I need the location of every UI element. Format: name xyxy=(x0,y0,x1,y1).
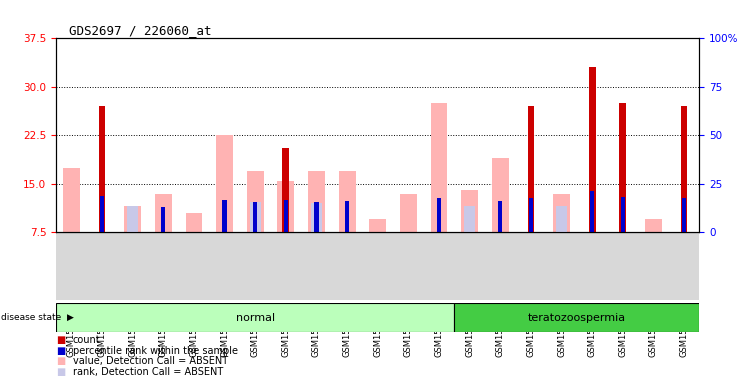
Bar xyxy=(339,171,355,232)
Text: count: count xyxy=(73,335,100,345)
Bar xyxy=(250,202,260,232)
Bar xyxy=(462,190,478,232)
Bar xyxy=(553,194,570,232)
Text: value, Detection Call = ABSENT: value, Detection Call = ABSENT xyxy=(73,356,227,366)
Bar xyxy=(619,103,626,232)
Bar xyxy=(557,206,567,232)
Text: percentile rank within the sample: percentile rank within the sample xyxy=(73,346,238,356)
Bar xyxy=(161,207,165,232)
Bar xyxy=(253,202,257,232)
Bar xyxy=(465,206,475,232)
Bar xyxy=(99,106,105,232)
Text: ■: ■ xyxy=(56,356,65,366)
Bar xyxy=(681,106,687,232)
Bar xyxy=(155,194,172,232)
Bar xyxy=(186,213,203,232)
Text: ■: ■ xyxy=(56,367,65,377)
Bar xyxy=(283,148,289,232)
Bar xyxy=(370,219,386,232)
Bar xyxy=(283,200,288,232)
Bar xyxy=(100,197,104,232)
Bar xyxy=(127,206,138,232)
Bar xyxy=(314,202,319,232)
Text: GDS2697 / 226060_at: GDS2697 / 226060_at xyxy=(69,24,212,37)
Bar xyxy=(308,171,325,232)
Bar xyxy=(682,199,686,232)
Bar xyxy=(645,219,662,232)
Text: ■: ■ xyxy=(56,346,65,356)
Bar xyxy=(216,136,233,232)
Bar xyxy=(590,190,595,232)
Bar xyxy=(529,199,533,232)
Bar xyxy=(247,171,263,232)
Bar xyxy=(311,203,322,232)
Bar xyxy=(589,68,595,232)
Bar xyxy=(527,106,534,232)
Bar xyxy=(278,180,294,232)
Text: teratozoospermia: teratozoospermia xyxy=(528,313,626,323)
Bar xyxy=(222,200,227,232)
Text: rank, Detection Call = ABSENT: rank, Detection Call = ABSENT xyxy=(73,367,223,377)
Bar xyxy=(345,201,349,232)
Bar xyxy=(124,207,141,232)
Text: disease state  ▶: disease state ▶ xyxy=(1,313,73,322)
Bar xyxy=(56,303,454,332)
Bar xyxy=(454,303,699,332)
Bar xyxy=(492,158,509,232)
Bar xyxy=(431,103,447,232)
Text: normal: normal xyxy=(236,313,275,323)
Bar xyxy=(437,199,441,232)
Text: ■: ■ xyxy=(56,335,65,345)
Bar xyxy=(63,168,80,232)
Bar xyxy=(621,197,625,232)
Bar xyxy=(498,201,503,232)
Bar xyxy=(400,194,417,232)
